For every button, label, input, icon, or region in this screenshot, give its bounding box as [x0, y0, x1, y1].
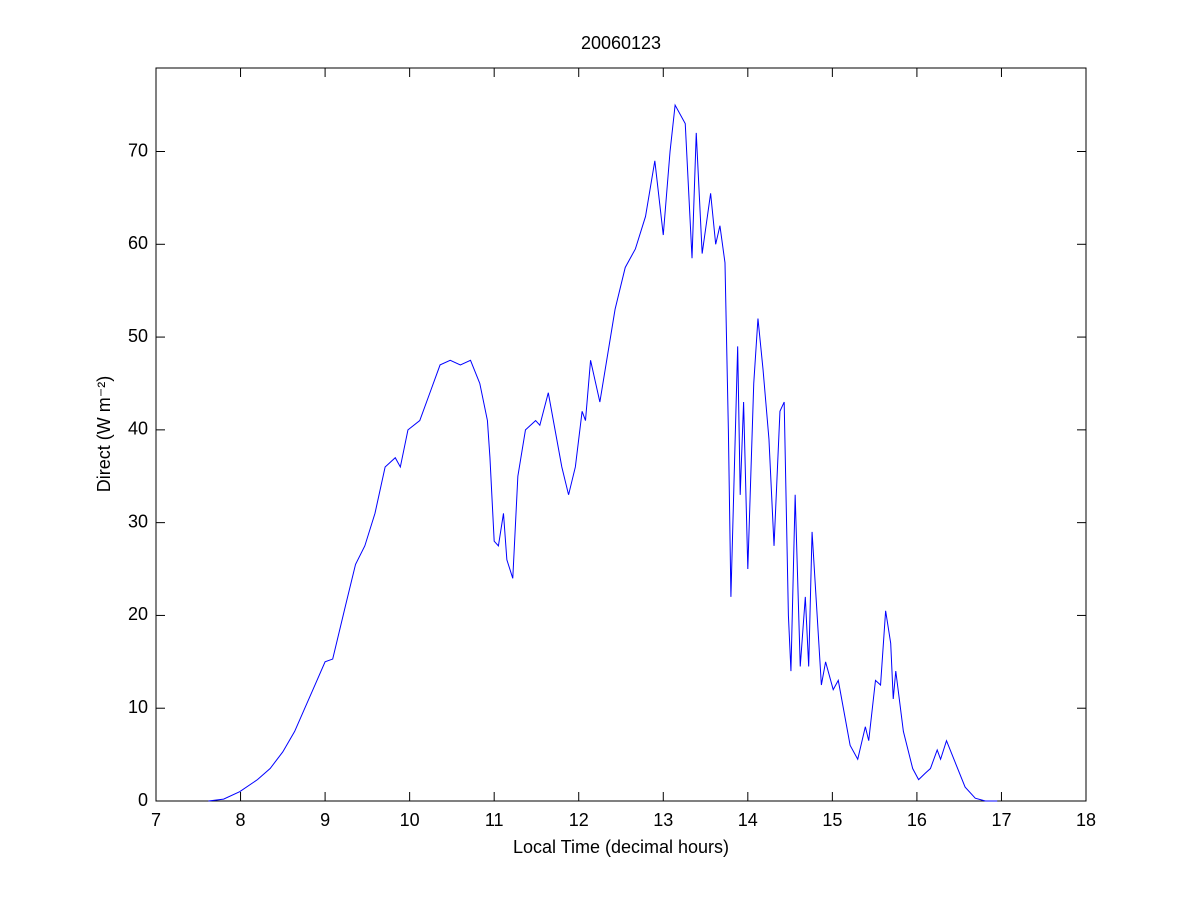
y-tick-label: 30	[128, 511, 148, 531]
y-tick-label: 20	[128, 604, 148, 624]
x-tick-label: 17	[991, 810, 1011, 830]
chart-title: 20060123	[581, 33, 661, 53]
data-line	[208, 103, 998, 802]
x-tick-label: 10	[400, 810, 420, 830]
y-tick-label: 70	[128, 140, 148, 160]
y-tick-label: 0	[138, 790, 148, 810]
x-tick-label: 14	[738, 810, 758, 830]
x-tick-label: 15	[822, 810, 842, 830]
x-tick-label: 9	[320, 810, 330, 830]
x-axis-label: Local Time (decimal hours)	[513, 837, 729, 857]
y-tick-label: 40	[128, 419, 148, 439]
x-tick-label: 18	[1076, 810, 1096, 830]
x-tick-label: 7	[151, 810, 161, 830]
x-tick-label: 8	[236, 810, 246, 830]
x-tick-label: 12	[569, 810, 589, 830]
x-tick-label: 13	[653, 810, 673, 830]
y-axis-label: Direct (W m⁻²)	[94, 376, 114, 492]
y-tick-label: 60	[128, 233, 148, 253]
y-tick-label: 10	[128, 697, 148, 717]
x-tick-label: 11	[485, 810, 504, 830]
y-tick-label: 50	[128, 326, 148, 346]
plot-frame	[155, 67, 1087, 802]
x-tick-label: 16	[907, 810, 927, 830]
